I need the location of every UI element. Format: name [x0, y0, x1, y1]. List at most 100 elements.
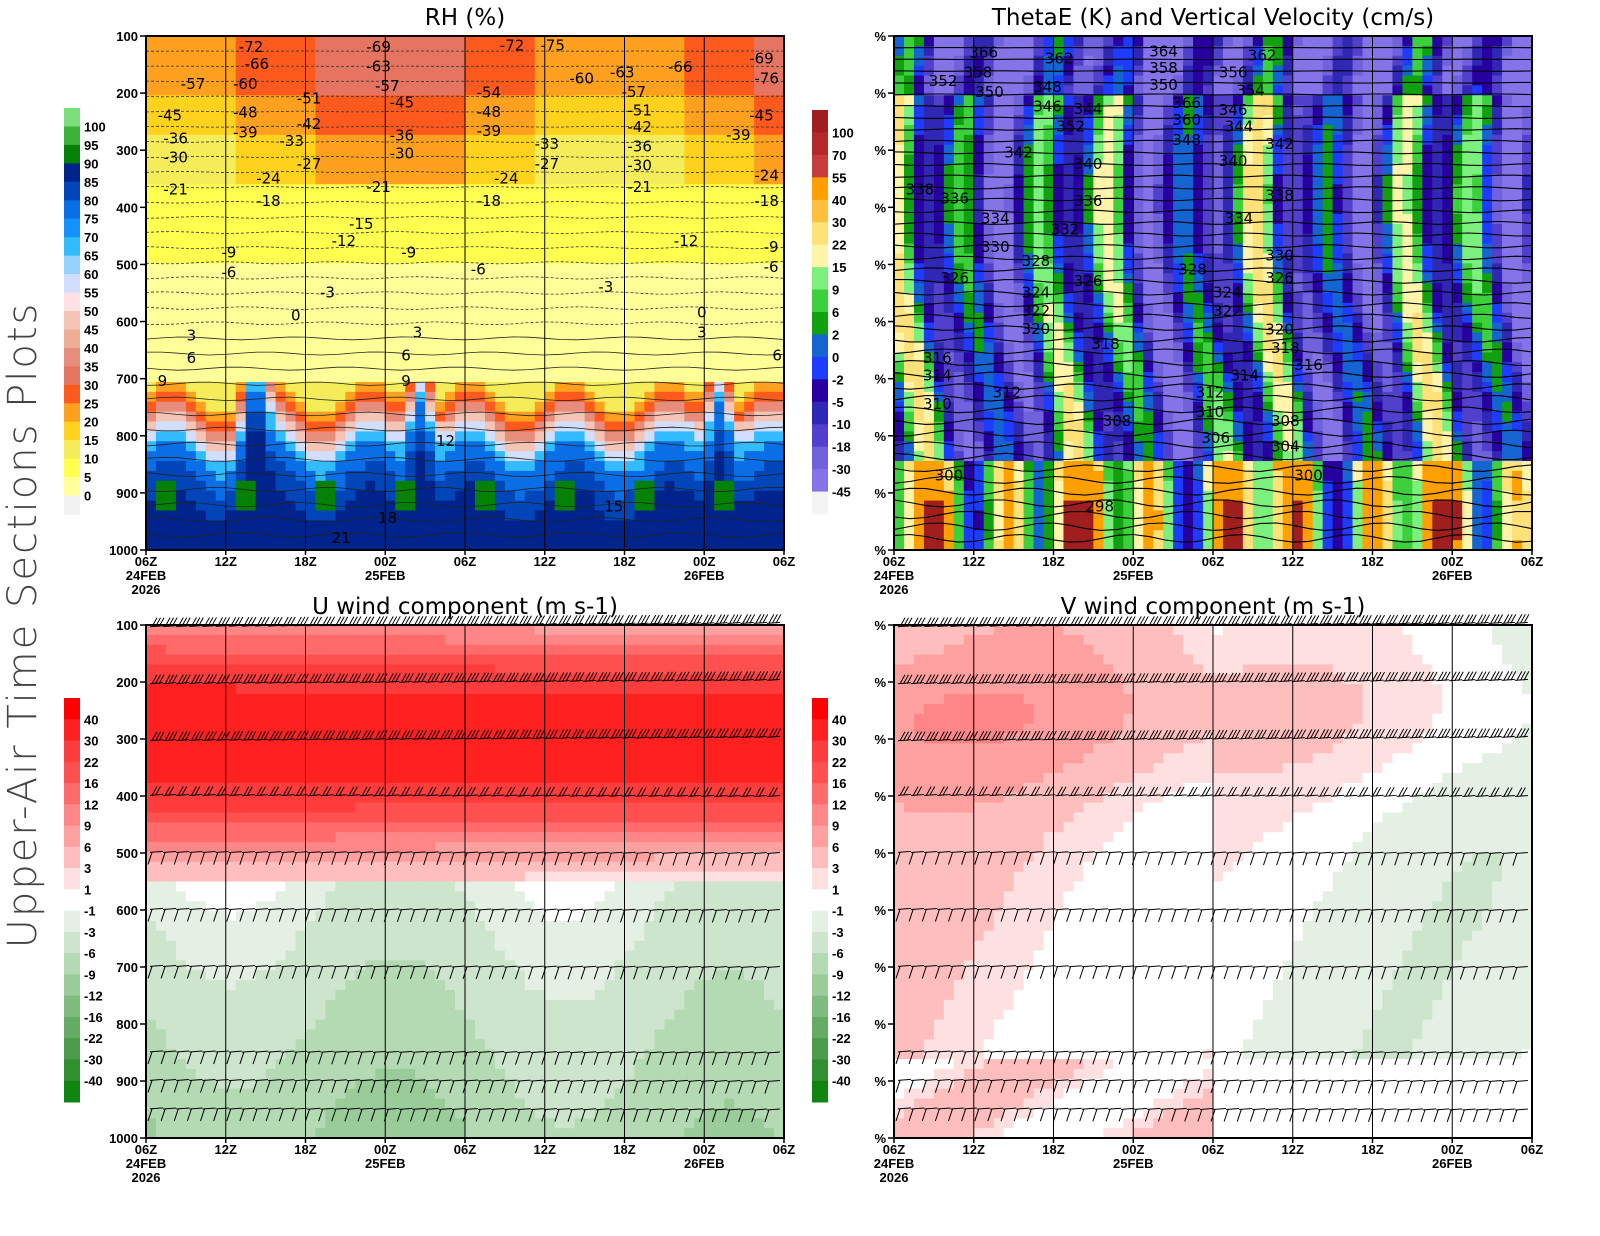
rh-cell [146, 65, 157, 77]
rh-cell [275, 302, 287, 314]
rh-cell [694, 283, 705, 294]
rh-cell [664, 342, 675, 353]
rh-cell [674, 213, 685, 225]
rh-cell [624, 124, 636, 136]
rh-cell [415, 134, 426, 146]
thetae-cell [894, 461, 905, 472]
rh-cell [455, 243, 466, 255]
rh-cell [684, 194, 695, 205]
rh-cell [385, 540, 396, 551]
rh-isoline [145, 186, 785, 189]
thetae-cell [1093, 263, 1104, 274]
rh-cell [714, 213, 725, 225]
rh-cell [574, 65, 586, 77]
thetae-cell [1063, 490, 1075, 502]
rh-cell [415, 480, 426, 492]
rh-cell [465, 273, 476, 284]
thetae-cell [894, 411, 905, 423]
rh-cell [494, 55, 506, 67]
thetae-cell [1033, 223, 1045, 235]
rh-cell [704, 421, 715, 432]
thetae-cell [973, 381, 985, 393]
rh-cell [195, 530, 207, 541]
rh-cell [455, 134, 466, 146]
thetae-cell [983, 302, 995, 314]
rh-cell [694, 342, 705, 353]
rh-cell [375, 75, 386, 87]
rh-cell [235, 352, 247, 363]
rh-cell [255, 490, 267, 502]
rh-cell [664, 283, 675, 294]
rh-cell [494, 154, 506, 166]
thetae-cell [1103, 95, 1114, 106]
rh-cell [524, 480, 536, 492]
x-date-label: 2026 [132, 582, 161, 597]
rh-cell [564, 352, 576, 363]
rh-cell [524, 223, 536, 235]
rh-cell [694, 451, 705, 462]
thetae-cell [933, 273, 945, 284]
thetae-cell [1143, 174, 1154, 185]
thetae-cell [1033, 243, 1045, 255]
rh-cell [574, 530, 586, 541]
rh-cell [534, 372, 546, 383]
rh-cell [146, 411, 157, 423]
rh-cell [584, 85, 596, 96]
rh-cell [534, 36, 546, 47]
rh-cell [295, 85, 307, 96]
rh-cell [634, 362, 646, 373]
rh-cell [305, 223, 317, 235]
rh-cell [325, 500, 337, 512]
rh-cell [614, 75, 626, 87]
rh-cell [335, 530, 346, 541]
rh-cell [185, 401, 197, 413]
rh-cell [574, 540, 586, 551]
rh-cell [594, 421, 606, 432]
rh-cell [165, 134, 177, 146]
rh-cell [604, 520, 616, 531]
thetae-cell [913, 115, 925, 126]
rh-cell [365, 461, 376, 472]
rh-cell [455, 194, 466, 205]
rh-cell [185, 134, 197, 146]
rh-cell [295, 115, 307, 126]
rh-cell [195, 431, 207, 442]
rh-cell [295, 95, 307, 106]
thetae-cell [1063, 431, 1075, 442]
rh-cell [345, 461, 356, 472]
rh-cell [195, 441, 207, 452]
rh-cell [544, 480, 556, 492]
rh-cell [285, 36, 297, 47]
rh-cell [185, 431, 197, 442]
rh-cell [146, 480, 157, 492]
thetae-cell [1163, 342, 1174, 353]
rh-cell [704, 362, 715, 373]
rh-cell [455, 480, 466, 492]
rh-cell [654, 194, 665, 205]
rh-cell [574, 421, 586, 432]
rh-cell [634, 451, 646, 462]
thetae-cell [903, 243, 915, 255]
thetae-cell [1023, 273, 1035, 284]
rh-cell [175, 243, 187, 255]
contour-label: -12 [674, 232, 699, 250]
rh-cell [215, 530, 227, 541]
rh-cell [774, 302, 785, 314]
rh-cell [624, 293, 636, 304]
thetae-cell [1093, 213, 1104, 225]
rh-cell [375, 65, 386, 77]
rh-cell [774, 352, 785, 363]
rh-cell [544, 530, 556, 541]
thetae-cell [1033, 520, 1045, 531]
rh-cell [245, 95, 257, 106]
thetae-cell [903, 322, 915, 334]
rh-cell [215, 441, 227, 452]
thetae-cell [1023, 362, 1035, 373]
rh-cell [225, 322, 237, 334]
thetae-cell [983, 401, 995, 413]
rh-isoline [145, 231, 785, 234]
rh-cell [405, 154, 416, 166]
thetae-cell [923, 461, 935, 472]
contour-label: -60 [233, 75, 258, 93]
